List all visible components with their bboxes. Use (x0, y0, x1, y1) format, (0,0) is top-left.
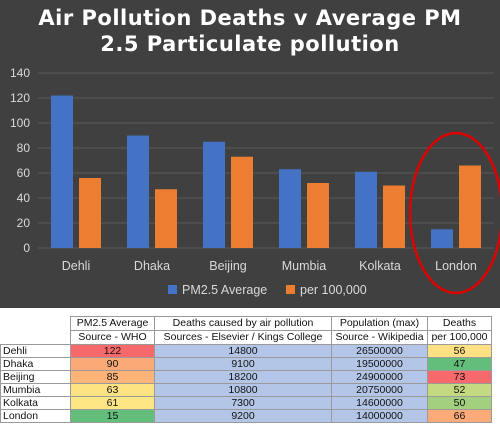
legend-swatch (286, 285, 295, 294)
bar-per100k-beijing (231, 156, 253, 248)
table-header-row: Source - WHO Sources - Elsevier / Kings C… (0, 330, 492, 345)
y-tick-label: 0 (23, 241, 30, 255)
bar-per100k-mumbia (307, 183, 329, 248)
table-row: Kolkata 61 7300 14600000 50 (0, 396, 492, 410)
x-tick-label: Dhaka (134, 259, 170, 273)
cell-population: 14600000 (331, 396, 428, 410)
highlight-ellipse (408, 131, 500, 295)
row-city-label: Beijing (0, 370, 71, 384)
cell-deaths: 10800 (154, 383, 332, 397)
table-row: Dhaka 90 9100 19500000 47 (0, 357, 492, 371)
cell-pm25: 63 (70, 383, 155, 397)
bar-pm25-kolkata (355, 171, 377, 248)
y-tick-label: 100 (10, 116, 30, 130)
chart-title-line-1: Air Pollution Deaths v Average PM (38, 6, 462, 30)
x-tick-label: London (435, 259, 477, 273)
bar-per100k-dhaka (155, 189, 177, 248)
x-tick-label: Dehli (62, 259, 91, 273)
table-row: Dehli 122 14800 26500000 56 (0, 344, 492, 358)
y-tick-label: 40 (17, 191, 31, 205)
column-header: Population (max) (331, 316, 428, 331)
legend-swatch (168, 285, 177, 294)
y-tick-label: 60 (17, 166, 31, 180)
table-corner (0, 330, 71, 345)
data-table: PM2.5 Average Deaths caused by air pollut… (0, 316, 492, 423)
y-tick-label: 20 (17, 216, 31, 230)
column-header: Source - Wikipedia (331, 330, 428, 345)
table-header-row: PM2.5 Average Deaths caused by air pollut… (0, 316, 492, 331)
row-city-label: Mumbia (0, 383, 71, 397)
row-city-label: Dhaka (0, 357, 71, 371)
cell-deaths: 9200 (154, 409, 332, 423)
bar-per100k-dehli (79, 178, 101, 248)
cell-pm25: 90 (70, 357, 155, 371)
x-tick-label: Mumbia (282, 259, 327, 273)
x-tick-label: Beijing (209, 259, 247, 273)
bar-per100k-kolkata (383, 185, 405, 248)
cell-population: 26500000 (331, 344, 428, 358)
y-tick-label: 140 (10, 66, 30, 80)
row-city-label: Dehli (0, 344, 71, 358)
cell-pm25: 15 (70, 409, 155, 423)
row-city-label: Kolkata (0, 396, 71, 410)
cell-population: 14000000 (331, 409, 428, 423)
bar-per100k-london (459, 165, 481, 248)
cell-population: 20750000 (331, 383, 428, 397)
row-city-label: London (0, 409, 71, 423)
cell-per100k: 50 (427, 396, 492, 410)
cell-deaths: 14800 (154, 344, 332, 358)
cell-per100k: 52 (427, 383, 492, 397)
chart-title-line-2: 2.5 Particulate pollution (100, 32, 400, 56)
x-tick-label: Kolkata (359, 259, 401, 273)
cell-deaths: 18200 (154, 370, 332, 384)
cell-population: 24900000 (331, 370, 428, 384)
table-corner (0, 316, 71, 331)
bar-chart: 0 20 40 60 80 100 120 140 Dehli Dhaka Beijing Mumbi… (0, 0, 500, 308)
table-row: London 15 9200 14000000 66 (0, 409, 492, 423)
table-row: Mumbia 63 10800 20750000 52 (0, 383, 492, 397)
cell-population: 19500000 (331, 357, 428, 371)
bar-pm25-beijing (203, 141, 225, 248)
data-table-area: PM2.5 Average Deaths caused by air pollut… (0, 316, 500, 423)
cell-per100k: 73 (427, 370, 492, 384)
cell-per100k: 47 (427, 357, 492, 371)
cell-deaths: 9100 (154, 357, 332, 371)
bar-pm25-dehli (51, 95, 73, 248)
bar-pm25-london (431, 229, 453, 248)
cell-per100k: 56 (427, 344, 492, 358)
cell-deaths: 7300 (154, 396, 332, 410)
column-header: Source - WHO (70, 330, 155, 345)
cell-pm25: 85 (70, 370, 155, 384)
chart-area: 0 20 40 60 80 100 120 140 Dehli Dhaka Beijing Mumbi… (0, 0, 500, 308)
bar-pm25-mumbia (279, 169, 301, 248)
column-header: per 100,000 (427, 330, 492, 345)
legend-label: per 100,000 (300, 283, 367, 297)
bar-pm25-dhaka (127, 135, 149, 248)
legend-label: PM2.5 Average (182, 283, 267, 297)
column-header: PM2.5 Average (70, 316, 155, 331)
y-tick-label: 80 (17, 141, 31, 155)
table-row: Beijing 85 18200 24900000 73 (0, 370, 492, 384)
cell-pm25: 61 (70, 396, 155, 410)
cell-per100k: 66 (427, 409, 492, 423)
column-header: Deaths caused by air pollution (154, 316, 332, 331)
column-header: Deaths (427, 316, 492, 331)
cell-pm25: 122 (70, 344, 155, 358)
column-header: Sources - Elsevier / Kings College (154, 330, 332, 345)
y-tick-label: 120 (10, 91, 30, 105)
